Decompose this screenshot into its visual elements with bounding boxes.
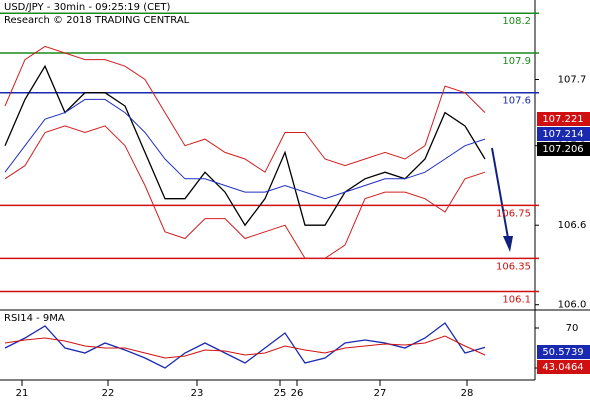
x-tick-label: 21 — [16, 388, 29, 399]
x-tick-label: 25 — [274, 388, 287, 399]
level-label: 107.6 — [502, 96, 531, 107]
chart-subtitle: Research © 2018 TRADING CENTRAL — [4, 15, 190, 26]
series-line — [4, 45, 486, 173]
x-tick-label: 27 — [374, 388, 387, 399]
price-box-label: 107.206 — [542, 144, 583, 155]
level-label: 108.2 — [502, 16, 531, 27]
series-line — [4, 335, 486, 359]
price-box — [537, 345, 590, 359]
price-box-label: 107.214 — [542, 129, 583, 140]
x-tick-label: 22 — [102, 388, 115, 399]
level-label: 106.35 — [496, 261, 531, 272]
y-tick-label: 106.0 — [558, 300, 587, 311]
y-tick-label: 107.7 — [558, 74, 587, 85]
forecast-arrowhead — [503, 236, 513, 252]
price-box — [537, 112, 590, 126]
series-line — [4, 125, 486, 259]
x-tick-label: 23 — [191, 388, 204, 399]
x-tick-label: 26 — [291, 388, 304, 399]
price-box — [537, 127, 590, 141]
price-box — [537, 142, 590, 156]
level-label: 106.75 — [496, 208, 531, 219]
series-line — [4, 98, 486, 200]
series-line — [4, 322, 486, 369]
x-tick-label: 28 — [461, 388, 474, 399]
price-box-label: 50.5739 — [542, 347, 583, 358]
rsi-title: RSI14 - 9MA — [4, 313, 65, 324]
chart-title: USD/JPY - 30min - 09:25:19 (CET) — [4, 2, 171, 13]
price-box-label: 43.0464 — [542, 362, 583, 373]
price-box — [537, 360, 590, 374]
y-tick-label: 70 — [566, 323, 579, 334]
level-label: 107.9 — [502, 56, 531, 67]
y-tick-label: 106.6 — [558, 220, 587, 231]
price-box-label: 107.221 — [542, 114, 583, 125]
level-label: 106.1 — [502, 294, 531, 305]
forecast-arrow — [491, 147, 509, 239]
